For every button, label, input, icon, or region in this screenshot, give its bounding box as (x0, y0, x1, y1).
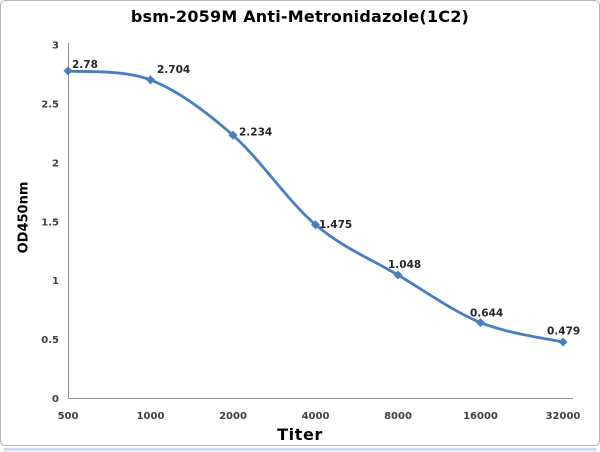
x-tick-label: 4000 (302, 411, 330, 422)
y-tick-label: 0.5 (41, 335, 59, 346)
chart-title: bsm-2059M Anti-Metronidazole(1C2) (130, 7, 470, 26)
data-point-marker (228, 130, 238, 140)
y-tick-label: 3 (52, 41, 59, 52)
y-tick-label: 0 (52, 394, 59, 405)
data-point-label: 2.78 (72, 59, 98, 71)
data-point-label: 2.234 (239, 126, 272, 138)
data-point-marker (558, 337, 568, 347)
x-tick-label: 16000 (463, 411, 498, 422)
data-point-label: 2.704 (157, 64, 190, 76)
x-tick-label: 1000 (137, 411, 165, 422)
y-tick-label: 1.5 (41, 217, 59, 228)
data-point-marker (311, 220, 320, 230)
data-point-label: 0.644 (470, 308, 503, 320)
x-tick-label: 32000 (546, 411, 581, 422)
x-tick-label: 8000 (384, 411, 412, 422)
data-point-label: 0.479 (547, 326, 580, 338)
data-point-marker (146, 75, 155, 85)
y-tick-label: 2.5 (41, 99, 59, 110)
data-point-label: 1.048 (388, 259, 421, 271)
data-point-marker (393, 270, 403, 280)
y-tick-label: 1 (52, 276, 59, 287)
y-tick-label: 2 (52, 158, 59, 169)
data-point-marker (63, 66, 73, 76)
data-point-marker (476, 318, 485, 328)
data-point-label: 1.475 (319, 219, 352, 231)
x-axis-title: Titer (277, 425, 323, 444)
bottom-edge-highlight (3, 448, 597, 451)
series-line (66, 69, 565, 344)
x-tick-label: 500 (58, 411, 79, 422)
x-tick-label: 2000 (219, 411, 247, 422)
